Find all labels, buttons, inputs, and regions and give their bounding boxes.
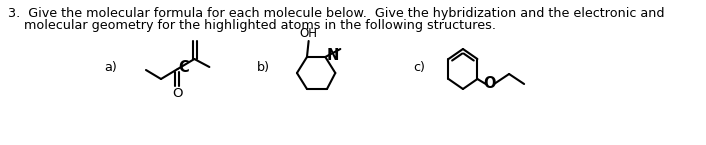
Text: 3.  Give the molecular formula for each molecule below.  Give the hybridization : 3. Give the molecular formula for each m… bbox=[8, 7, 665, 20]
Text: molecular geometry for the highlighted atoms in the following structures.: molecular geometry for the highlighted a… bbox=[8, 19, 496, 32]
Text: OH: OH bbox=[299, 27, 318, 40]
Text: O: O bbox=[483, 77, 496, 91]
Text: a): a) bbox=[104, 60, 117, 74]
Text: N: N bbox=[326, 48, 338, 64]
Text: O: O bbox=[172, 87, 183, 100]
Text: b): b) bbox=[257, 60, 270, 74]
Text: c): c) bbox=[413, 60, 425, 74]
Text: C: C bbox=[179, 60, 189, 76]
